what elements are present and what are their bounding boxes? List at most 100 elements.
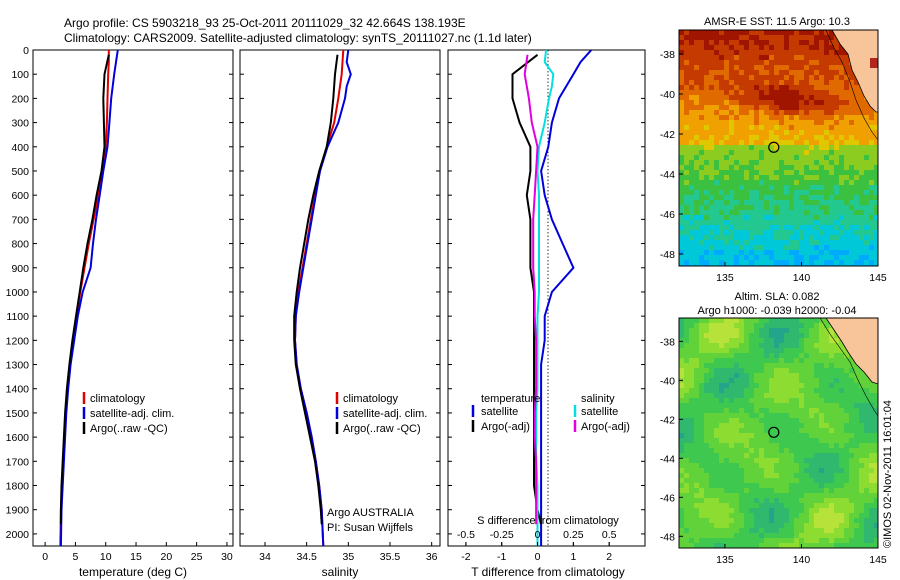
sst-grid-cell — [814, 200, 819, 205]
sla-grid-cell — [804, 398, 809, 403]
sst-grid-cell — [704, 50, 709, 55]
sla-grid-cell — [874, 488, 878, 493]
sla-grid-cell — [729, 418, 734, 423]
sst-grid-cell — [754, 30, 759, 35]
sst-grid-cell — [834, 75, 839, 80]
sla-grid-cell — [834, 388, 839, 393]
sla-grid-cell — [839, 353, 844, 358]
sst-grid-cell — [764, 235, 769, 240]
sst-grid-cell — [819, 75, 824, 80]
sla-grid-cell — [749, 333, 754, 338]
sst-grid-cell — [819, 135, 824, 140]
sst-grid-cell — [809, 165, 814, 170]
sst-grid-cell — [799, 225, 804, 230]
sla-grid-cell — [824, 483, 829, 488]
sla-grid-cell — [769, 423, 774, 428]
sst-grid-cell — [849, 245, 854, 250]
sst-grid-cell — [729, 160, 734, 165]
sst-grid-cell — [749, 90, 754, 95]
sla-grid-cell — [784, 428, 789, 433]
sst-grid-cell — [829, 160, 834, 165]
sst-grid-cell — [839, 225, 844, 230]
sst-grid-cell — [869, 190, 874, 195]
sla-grid-cell — [844, 403, 849, 408]
sla-grid-cell — [809, 543, 814, 548]
sla-grid-cell — [794, 438, 799, 443]
sst-grid-cell — [734, 150, 739, 155]
sla-grid-cell — [719, 413, 724, 418]
sst-grid-cell — [804, 115, 809, 120]
sla-grid-cell — [754, 393, 759, 398]
sst-grid-cell — [809, 130, 814, 135]
sst-grid-cell — [679, 30, 684, 35]
sst-grid-cell — [834, 60, 839, 65]
sst-grid-cell — [769, 260, 774, 265]
sst-grid-cell — [804, 100, 809, 105]
sla-grid-cell — [834, 503, 839, 508]
sla-grid-cell — [804, 378, 809, 383]
sst-grid-cell — [699, 70, 704, 75]
sla-grid-cell — [694, 403, 699, 408]
sst-grid-cell — [719, 210, 724, 215]
sst-grid-cell — [794, 130, 799, 135]
sst-grid-cell — [839, 95, 844, 100]
sst-grid-cell — [729, 50, 734, 55]
sst-grid-cell — [819, 140, 824, 145]
sst-grid-cell — [834, 55, 839, 60]
sla-grid-cell — [739, 398, 744, 403]
sla-grid-cell — [794, 498, 799, 503]
sst-grid-cell — [804, 50, 809, 55]
sst-grid-cell — [799, 130, 804, 135]
sst-grid-cell — [824, 220, 829, 225]
sla-grid-cell — [749, 463, 754, 468]
sst-grid-cell — [684, 50, 689, 55]
sst-grid-cell — [719, 245, 724, 250]
sla-grid-cell — [774, 428, 779, 433]
sst-grid-cell — [839, 100, 844, 105]
sst-grid-cell — [774, 105, 779, 110]
sst-grid-cell — [784, 185, 789, 190]
sst-grid-cell — [729, 55, 734, 60]
sla-grid-cell — [804, 538, 809, 543]
sst-grid-cell — [804, 30, 809, 35]
sst-grid-cell — [744, 245, 749, 250]
sla-grid-cell — [779, 528, 784, 533]
sla-grid-cell — [739, 368, 744, 373]
sla-grid-cell — [819, 528, 824, 533]
sla-grid-cell — [759, 323, 764, 328]
sla-grid-cell — [724, 538, 729, 543]
sst-grid-cell — [844, 200, 849, 205]
sla-grid-cell — [844, 418, 849, 423]
sst-grid-cell — [719, 105, 724, 110]
sst-grid-cell — [774, 50, 779, 55]
sla-grid-cell — [754, 423, 759, 428]
sla-grid-cell — [864, 488, 869, 493]
sst-grid-cell — [709, 180, 714, 185]
sst-grid-cell — [829, 255, 834, 260]
sla-grid-cell — [734, 528, 739, 533]
sst-grid-cell — [839, 260, 844, 265]
sst-grid-cell — [774, 85, 779, 90]
sst-grid-cell — [719, 65, 724, 70]
sla-grid-cell — [714, 453, 719, 458]
sla-grid-cell — [779, 533, 784, 538]
sla-grid-cell — [779, 468, 784, 473]
sst-grid-cell — [834, 155, 839, 160]
sst-grid-cell — [714, 225, 719, 230]
sla-grid-cell — [829, 458, 834, 463]
sst-grid-cell — [744, 220, 749, 225]
sla-grid-cell — [854, 413, 859, 418]
sst-grid-cell — [719, 110, 724, 115]
sla-grid-cell — [714, 423, 719, 428]
sst-grid-cell — [774, 120, 779, 125]
sst-grid-cell — [724, 180, 729, 185]
sst-grid-cell — [714, 50, 719, 55]
sst-grid-cell — [854, 185, 859, 190]
sst-grid-cell — [779, 60, 784, 65]
sst-grid-cell — [714, 175, 719, 180]
sst-grid-cell — [774, 115, 779, 120]
sst-grid-cell — [749, 185, 754, 190]
sst-grid-cell — [734, 105, 739, 110]
sst-grid-cell — [699, 30, 704, 35]
sst-grid-cell — [799, 240, 804, 245]
